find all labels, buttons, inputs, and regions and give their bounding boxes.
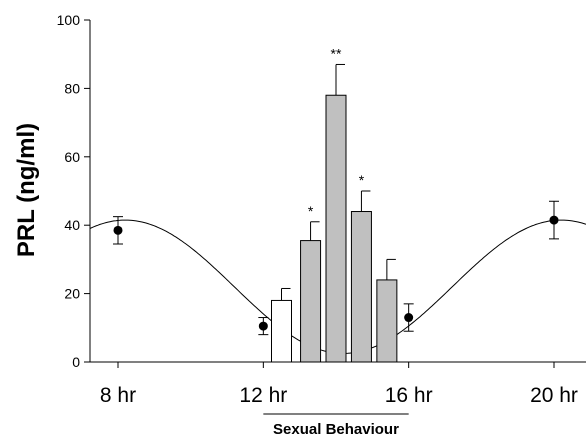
axes-layer: 0 20 40 60 80 100 8 hr 12 hr 16 hr 20 hr Sexual Be… bbox=[57, 12, 586, 438]
y-axis-title: PRL (ng/ml) bbox=[13, 123, 40, 257]
significance-label-1: * bbox=[308, 203, 314, 219]
significance-label-2: ** bbox=[331, 45, 342, 61]
bar-0 bbox=[271, 299, 292, 363]
data-point-3 bbox=[549, 215, 559, 225]
y-tick-label-1: 20 bbox=[64, 286, 80, 302]
significance-label-3: * bbox=[359, 172, 365, 188]
x-tick-label-1: 12 hr bbox=[239, 384, 287, 407]
y-tick-label-3: 60 bbox=[64, 149, 80, 165]
data-point-2 bbox=[404, 313, 414, 323]
bar-2 bbox=[325, 94, 347, 363]
bracket-label: Sexual Behaviour bbox=[273, 421, 399, 438]
y-tick-label-2: 40 bbox=[64, 217, 80, 233]
x-tick-label-3: 20 hr bbox=[530, 384, 578, 407]
data-point-0 bbox=[113, 225, 123, 235]
points-layer bbox=[113, 200, 559, 336]
y-tick-label-4: 80 bbox=[64, 80, 80, 96]
bar-4 bbox=[376, 279, 398, 363]
bar-1 bbox=[300, 240, 322, 363]
x-tick-label-2: 16 hr bbox=[385, 384, 433, 407]
y-tick-label-5: 100 bbox=[57, 12, 81, 28]
y-tick-label-0: 0 bbox=[72, 354, 80, 370]
bar-3 bbox=[350, 211, 372, 363]
x-tick-label-0: 8 hr bbox=[100, 384, 136, 407]
bars-layer: **** bbox=[271, 45, 398, 363]
data-point-1 bbox=[258, 321, 268, 331]
